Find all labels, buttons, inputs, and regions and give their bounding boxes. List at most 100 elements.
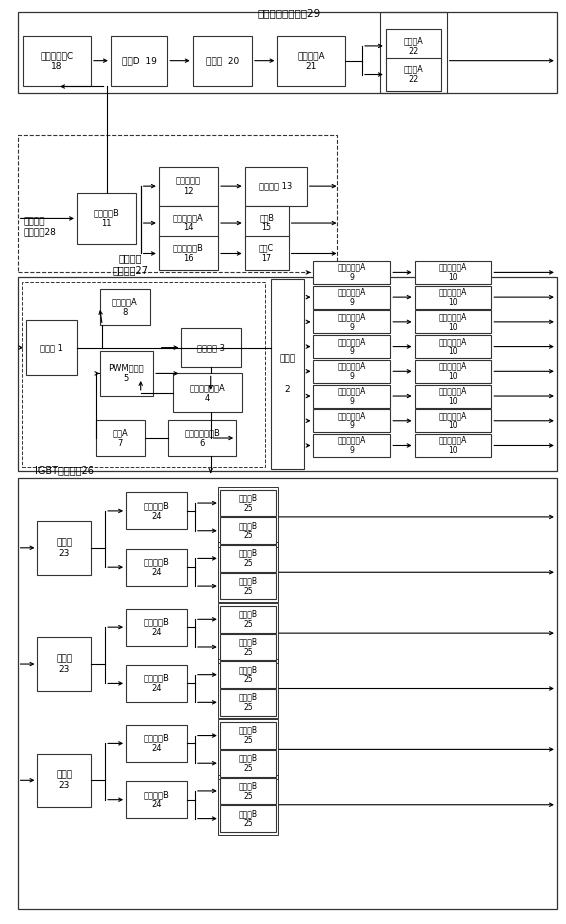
FancyBboxPatch shape	[100, 351, 153, 395]
Text: PWM控制器
5: PWM控制器 5	[109, 364, 144, 383]
Text: 驱动光耦B
24: 驱动光耦B 24	[144, 674, 169, 693]
FancyBboxPatch shape	[220, 517, 276, 544]
Text: 集成稳压器A
10: 集成稳压器A 10	[439, 262, 467, 282]
Text: 三极管B
25: 三极管B 25	[238, 693, 258, 712]
FancyBboxPatch shape	[126, 665, 187, 702]
FancyBboxPatch shape	[159, 236, 218, 270]
Text: 整流二极管A
9: 整流二极管A 9	[338, 361, 366, 381]
Text: 集成稳压器A
10: 集成稳压器A 10	[439, 361, 467, 381]
FancyBboxPatch shape	[220, 689, 276, 716]
Text: 线性光耦 13: 线性光耦 13	[259, 182, 292, 190]
Text: 集成稳压器A
10: 集成稳压器A 10	[439, 337, 467, 357]
Text: IGBT驱动电路26: IGBT驱动电路26	[35, 465, 93, 475]
Text: 光耦C
17: 光耦C 17	[259, 243, 274, 262]
Text: 光耦A
7: 光耦A 7	[113, 429, 128, 448]
FancyBboxPatch shape	[314, 261, 391, 284]
FancyBboxPatch shape	[314, 335, 391, 359]
Text: 三极管B
25: 三极管B 25	[238, 781, 258, 800]
Text: 电压检测
报警电路28: 电压检测 报警电路28	[23, 217, 56, 237]
Text: 整流二极管A
9: 整流二极管A 9	[338, 411, 366, 431]
Text: 三极管B
25: 三极管B 25	[238, 493, 258, 513]
Text: 电压比较器B
16: 电压比较器B 16	[173, 243, 204, 262]
FancyBboxPatch shape	[220, 750, 276, 776]
FancyBboxPatch shape	[220, 723, 276, 749]
Text: 驱动光耦B
24: 驱动光耦B 24	[144, 617, 169, 637]
Text: 能量泄放控制电路29: 能量泄放控制电路29	[257, 8, 320, 18]
Text: 分压电阵A
8: 分压电阵A 8	[112, 298, 138, 317]
Text: 驱动光耦A
21: 驱动光耦A 21	[297, 52, 325, 71]
Text: 集成稳压器A
10: 集成稳压器A 10	[439, 312, 467, 332]
FancyBboxPatch shape	[173, 373, 242, 412]
FancyBboxPatch shape	[414, 335, 491, 359]
FancyBboxPatch shape	[126, 549, 187, 586]
FancyBboxPatch shape	[314, 384, 391, 407]
Text: 三极管B
25: 三极管B 25	[238, 808, 258, 828]
Text: 快恢复二极管A
4: 快恢复二极管A 4	[190, 383, 225, 403]
FancyBboxPatch shape	[220, 805, 276, 832]
FancyBboxPatch shape	[414, 261, 491, 284]
Text: 整流二极管A
9: 整流二极管A 9	[338, 337, 366, 357]
FancyBboxPatch shape	[414, 310, 491, 334]
Text: 反相器
23: 反相器 23	[56, 654, 72, 674]
Text: 电唸比较器C
18: 电唸比较器C 18	[41, 52, 74, 71]
Text: 驱动光耦B
24: 驱动光耦B 24	[144, 734, 169, 753]
Text: 三极管B
25: 三极管B 25	[238, 754, 258, 773]
FancyBboxPatch shape	[37, 521, 91, 575]
Text: 整流二极管A
9: 整流二极管A 9	[338, 386, 366, 406]
Text: 电压比较器A
14: 电压比较器A 14	[173, 213, 204, 232]
FancyBboxPatch shape	[126, 492, 187, 529]
FancyBboxPatch shape	[386, 58, 441, 91]
Text: 变唸器


2: 变唸器 2	[280, 354, 295, 395]
Text: 集成稳压器A
10: 集成稳压器A 10	[439, 436, 467, 456]
FancyBboxPatch shape	[414, 286, 491, 309]
Text: 反相器
23: 反相器 23	[56, 771, 72, 790]
Text: 反相器
23: 反相器 23	[56, 538, 72, 557]
FancyBboxPatch shape	[159, 205, 218, 239]
FancyBboxPatch shape	[220, 573, 276, 600]
FancyBboxPatch shape	[100, 288, 151, 325]
FancyBboxPatch shape	[220, 634, 276, 661]
FancyBboxPatch shape	[220, 662, 276, 688]
FancyBboxPatch shape	[220, 606, 276, 633]
FancyBboxPatch shape	[111, 36, 168, 87]
Text: 驱动光耦B
24: 驱动光耦B 24	[144, 790, 169, 809]
FancyBboxPatch shape	[159, 166, 218, 205]
FancyBboxPatch shape	[126, 781, 187, 818]
FancyBboxPatch shape	[245, 236, 289, 270]
FancyBboxPatch shape	[220, 777, 276, 804]
Text: 集成稳压器A
10: 集成稳压器A 10	[439, 411, 467, 431]
FancyBboxPatch shape	[414, 359, 491, 383]
Text: 整流二极管A
9: 整流二极管A 9	[338, 436, 366, 456]
FancyBboxPatch shape	[220, 490, 276, 517]
Text: 与非门  20: 与非门 20	[205, 56, 239, 66]
Text: 直流电源
变换电路27: 直流电源 变换电路27	[113, 253, 148, 274]
Text: 驱动光耦B
24: 驱动光耦B 24	[144, 557, 169, 577]
Text: 三极管B
25: 三极管B 25	[238, 577, 258, 596]
FancyBboxPatch shape	[277, 36, 345, 87]
FancyBboxPatch shape	[126, 725, 187, 762]
Text: 运算放大器
12: 运算放大器 12	[176, 176, 201, 196]
Text: 分压电阵B
11: 分压电阵B 11	[93, 209, 119, 228]
Text: 整流桥 1: 整流桥 1	[40, 343, 63, 352]
Text: 整流二极管A
9: 整流二极管A 9	[338, 287, 366, 307]
FancyBboxPatch shape	[414, 384, 491, 407]
FancyBboxPatch shape	[181, 328, 241, 367]
FancyBboxPatch shape	[314, 434, 391, 457]
FancyBboxPatch shape	[168, 419, 236, 456]
FancyBboxPatch shape	[314, 286, 391, 309]
FancyBboxPatch shape	[314, 310, 391, 334]
Text: 光耦B
15: 光耦B 15	[259, 213, 274, 232]
FancyBboxPatch shape	[37, 638, 91, 691]
FancyBboxPatch shape	[414, 434, 491, 457]
Text: 集成稳压器A
10: 集成稳压器A 10	[439, 287, 467, 307]
Text: 集成稳压器A
10: 集成稳压器A 10	[439, 386, 467, 406]
FancyBboxPatch shape	[271, 279, 305, 469]
FancyBboxPatch shape	[414, 409, 491, 432]
Text: 快恢复二极管B
6: 快恢复二极管B 6	[185, 429, 220, 448]
Text: 三极管B
25: 三极管B 25	[238, 638, 258, 657]
Text: 三极管A
22: 三极管A 22	[404, 36, 423, 55]
Text: 场效应管 3: 场效应管 3	[197, 343, 225, 352]
FancyBboxPatch shape	[126, 609, 187, 646]
Text: 光耦D  19: 光耦D 19	[122, 56, 156, 66]
FancyBboxPatch shape	[245, 166, 307, 205]
